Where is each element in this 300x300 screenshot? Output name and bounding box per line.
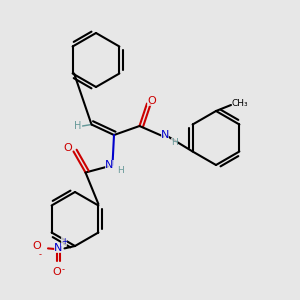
Text: CH₃: CH₃: [232, 99, 248, 108]
Text: +: +: [61, 237, 67, 246]
Text: N: N: [54, 243, 63, 254]
Text: O: O: [63, 143, 72, 153]
Text: N: N: [161, 130, 169, 140]
Text: N: N: [105, 160, 114, 170]
Text: O: O: [147, 95, 156, 106]
Text: -: -: [61, 266, 64, 274]
Text: H: H: [74, 121, 82, 131]
Text: H: H: [171, 138, 177, 147]
Text: O: O: [52, 267, 62, 278]
Text: H: H: [118, 166, 124, 175]
Text: -: -: [39, 250, 42, 260]
Text: O: O: [32, 241, 41, 251]
